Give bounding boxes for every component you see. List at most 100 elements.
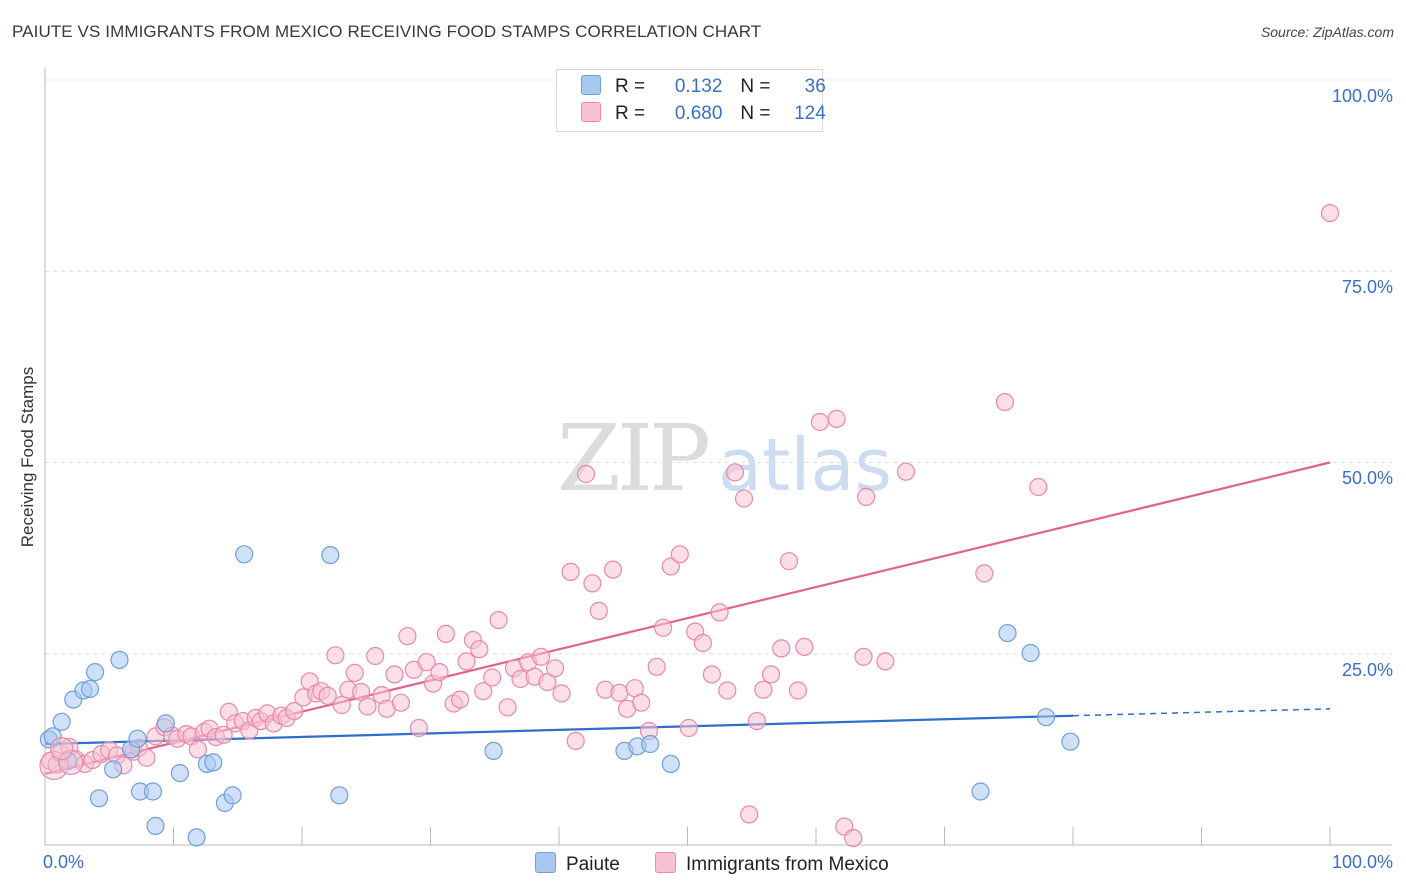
point-mexico bbox=[345, 663, 364, 683]
point-mexico bbox=[409, 718, 428, 738]
x-tick-label-max: 100.0% bbox=[1331, 852, 1393, 872]
point-mexico bbox=[788, 681, 808, 700]
point-mexico bbox=[779, 552, 799, 571]
point-mexico bbox=[754, 680, 773, 699]
point-mexico bbox=[483, 668, 502, 687]
legend-swatch-mexico bbox=[581, 102, 601, 122]
point-mexico bbox=[470, 640, 489, 659]
point-mexico bbox=[137, 748, 156, 767]
point-mexico bbox=[474, 682, 493, 701]
point-mexico bbox=[710, 603, 729, 622]
point-mexico bbox=[975, 564, 994, 583]
point-mexico bbox=[531, 647, 551, 666]
point-mexico bbox=[566, 731, 585, 751]
legend-row-mexico: R = 0.680 N = 124 bbox=[581, 102, 826, 126]
point-mexico bbox=[693, 633, 713, 653]
r-value: 0.680 bbox=[674, 103, 723, 124]
point-mexico bbox=[498, 698, 517, 717]
point-mexico bbox=[1320, 204, 1340, 223]
point-mexico bbox=[366, 646, 385, 666]
point-mexico bbox=[58, 749, 84, 775]
legend-label: Paiute bbox=[566, 854, 620, 875]
chart-title: PAIUTE VS IMMIGRANTS FROM MEXICO RECEIVI… bbox=[12, 22, 762, 41]
point-mexico bbox=[538, 672, 557, 692]
axes bbox=[44, 68, 1392, 846]
y-tick-label: 50.0% bbox=[1341, 468, 1393, 488]
trend-line-paiute-dashed bbox=[1072, 708, 1331, 717]
point-paiute bbox=[85, 662, 105, 682]
point-mexico bbox=[761, 665, 781, 684]
point-mexico bbox=[632, 693, 651, 712]
point-mexico bbox=[610, 683, 629, 702]
point-mexico bbox=[417, 653, 436, 672]
point-mexico bbox=[436, 624, 455, 644]
point-mexico bbox=[854, 647, 873, 666]
y-axis-label: Receiving Food Stamps bbox=[18, 366, 37, 548]
point-mexico bbox=[332, 695, 351, 715]
point-mexico bbox=[603, 560, 623, 579]
n-label: N = bbox=[740, 103, 771, 124]
point-mexico bbox=[679, 718, 698, 738]
point-paiute bbox=[321, 545, 340, 565]
point-mexico bbox=[702, 665, 722, 684]
point-mexico bbox=[576, 464, 596, 484]
n-value: 36 bbox=[804, 76, 826, 97]
point-mexico bbox=[318, 686, 337, 705]
point-paiute bbox=[1021, 643, 1040, 663]
legend-label: Immigrants from Mexico bbox=[686, 854, 889, 875]
point-mexico bbox=[725, 463, 745, 482]
n-value: 124 bbox=[794, 103, 826, 124]
point-paiute bbox=[146, 816, 165, 836]
point-mexico bbox=[545, 659, 565, 678]
point-paiute bbox=[223, 786, 242, 805]
data-points bbox=[39, 204, 1340, 848]
point-mexico bbox=[583, 574, 602, 593]
point-paiute bbox=[103, 760, 123, 779]
watermark-zip: ZIP bbox=[557, 405, 708, 512]
point-mexico bbox=[451, 690, 470, 709]
point-paiute bbox=[1061, 732, 1080, 751]
point-paiute bbox=[641, 734, 660, 754]
point-paiute bbox=[971, 782, 990, 801]
point-mexico bbox=[552, 684, 571, 703]
point-paiute bbox=[80, 679, 100, 699]
point-mexico bbox=[39, 750, 69, 781]
x-tick-label-min: 0.0% bbox=[43, 852, 85, 872]
legend-item-mexico: Immigrants from Mexico bbox=[655, 852, 889, 876]
point-paiute bbox=[204, 753, 223, 772]
point-mexico bbox=[827, 409, 846, 428]
point-mexico bbox=[457, 652, 476, 671]
point-paiute bbox=[998, 623, 1017, 643]
point-paiute bbox=[187, 828, 206, 847]
point-paiute bbox=[484, 741, 503, 761]
point-mexico bbox=[740, 805, 759, 824]
point-paiute bbox=[58, 751, 78, 771]
point-paiute bbox=[89, 789, 109, 808]
point-mexico bbox=[391, 693, 410, 712]
point-mexico bbox=[718, 681, 737, 700]
point-mexico bbox=[670, 545, 689, 564]
point-mexico bbox=[430, 662, 449, 682]
point-mexico bbox=[589, 601, 608, 621]
point-paiute bbox=[43, 727, 62, 746]
r-value: 0.132 bbox=[674, 76, 723, 97]
point-mexico bbox=[398, 627, 417, 646]
point-paiute bbox=[52, 712, 71, 731]
point-paiute bbox=[661, 754, 680, 774]
legend-swatch-mexico bbox=[655, 852, 676, 873]
y-tick-label: 100.0% bbox=[1331, 86, 1393, 106]
point-mexico bbox=[326, 646, 345, 665]
legend-swatch-paiute bbox=[581, 75, 601, 95]
point-mexico bbox=[896, 462, 916, 481]
point-mexico bbox=[661, 557, 680, 576]
point-mexico bbox=[489, 610, 508, 630]
y-tick-label: 75.0% bbox=[1341, 277, 1393, 297]
point-mexico bbox=[647, 657, 666, 676]
point-mexico bbox=[995, 393, 1015, 412]
point-mexico bbox=[734, 489, 754, 508]
point-paiute bbox=[170, 763, 189, 783]
legend-item-paiute: Paiute bbox=[535, 852, 620, 876]
point-paiute bbox=[235, 545, 254, 564]
source-label: Source: ZipAtlas.com bbox=[1260, 24, 1394, 40]
